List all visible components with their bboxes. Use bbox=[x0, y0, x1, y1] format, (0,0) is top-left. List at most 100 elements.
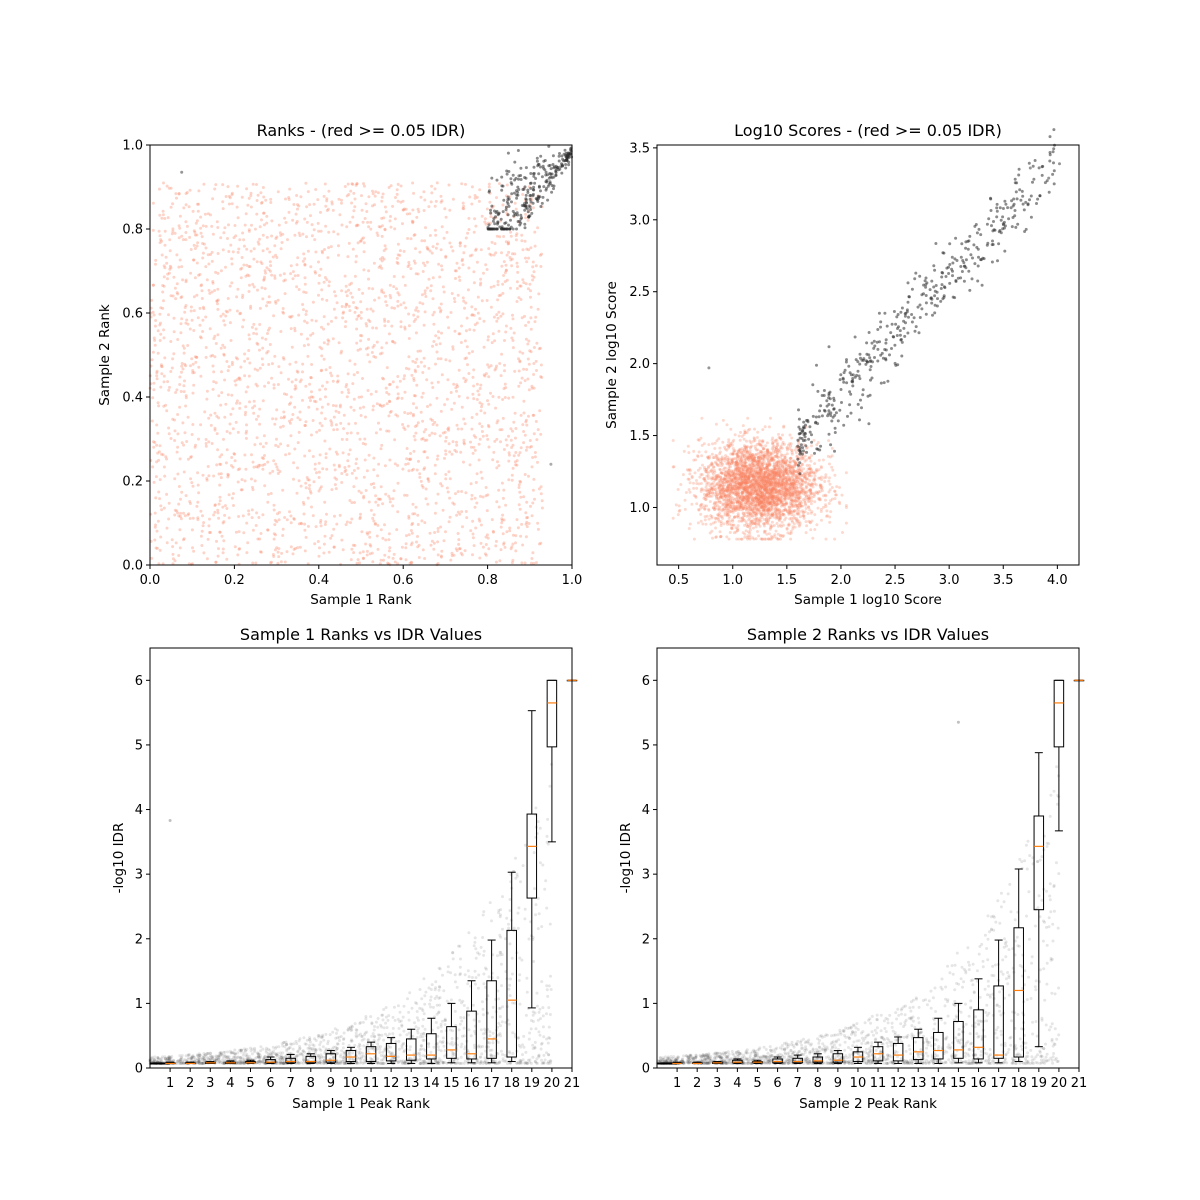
fail-idr-point bbox=[200, 544, 204, 547]
fail-idr-point bbox=[522, 495, 526, 499]
fail-idr-point bbox=[438, 434, 442, 438]
fail-idr-point bbox=[407, 312, 411, 316]
fail-idr-point bbox=[523, 379, 527, 383]
fail-idr-point bbox=[181, 238, 185, 242]
fail-idr-point bbox=[384, 538, 388, 542]
fail-idr-point bbox=[428, 234, 432, 237]
pass-idr-point bbox=[529, 172, 533, 175]
fail-idr-point bbox=[288, 315, 292, 319]
fail-idr-point bbox=[322, 551, 326, 555]
fail-idr-point bbox=[699, 436, 703, 440]
fail-idr-point bbox=[417, 543, 421, 547]
fail-idr-point bbox=[376, 191, 380, 195]
fail-idr-point bbox=[211, 197, 215, 201]
fail-idr-point bbox=[457, 275, 461, 279]
fail-idr-point bbox=[327, 339, 331, 343]
fail-idr-point bbox=[170, 232, 174, 236]
fail-idr-point bbox=[710, 494, 714, 498]
pass-idr-point bbox=[526, 191, 530, 194]
fail-idr-point bbox=[739, 430, 742, 434]
fail-idr-point bbox=[526, 287, 530, 291]
fail-idr-point bbox=[266, 460, 270, 464]
fail-idr-point bbox=[196, 209, 200, 213]
fail-idr-point bbox=[383, 244, 387, 248]
fail-idr-point bbox=[301, 259, 305, 263]
fail-idr-point bbox=[275, 437, 278, 441]
fail-idr-point bbox=[785, 458, 789, 462]
fail-idr-point bbox=[347, 304, 351, 308]
fail-idr-point bbox=[439, 308, 443, 312]
fail-idr-point bbox=[176, 432, 180, 436]
fail-idr-point bbox=[351, 382, 355, 386]
pass-idr-point bbox=[491, 219, 495, 223]
fail-idr-point bbox=[507, 434, 510, 438]
fail-idr-point bbox=[153, 324, 157, 328]
fail-idr-point bbox=[213, 289, 217, 292]
fail-idr-point bbox=[169, 370, 173, 373]
fail-idr-point bbox=[430, 381, 434, 385]
fail-idr-point bbox=[240, 256, 244, 259]
fail-idr-point bbox=[529, 350, 533, 354]
fail-idr-point bbox=[324, 204, 328, 208]
fail-idr-point bbox=[332, 545, 336, 549]
fail-idr-point bbox=[293, 326, 297, 330]
fail-idr-point bbox=[463, 422, 467, 426]
fail-idr-point bbox=[365, 210, 369, 213]
pass-idr-point bbox=[506, 195, 510, 199]
fail-idr-point bbox=[443, 430, 447, 434]
pass-idr-point bbox=[539, 154, 543, 158]
fail-idr-point bbox=[184, 220, 188, 224]
fail-idr-point bbox=[388, 399, 391, 403]
pass-idr-point bbox=[487, 223, 491, 227]
fail-idr-point bbox=[505, 530, 509, 534]
fail-idr-point bbox=[780, 483, 784, 487]
fail-idr-point bbox=[719, 495, 723, 498]
fail-idr-point bbox=[204, 442, 208, 445]
pass-idr-point bbox=[528, 181, 532, 185]
fail-idr-point bbox=[383, 205, 387, 209]
fail-idr-point bbox=[538, 346, 542, 350]
fail-idr-point bbox=[539, 375, 543, 379]
fail-idr-point bbox=[490, 341, 494, 345]
fail-idr-point bbox=[376, 547, 380, 551]
fail-idr-point bbox=[833, 489, 837, 493]
fail-idr-point bbox=[318, 453, 322, 457]
fail-idr-point bbox=[475, 398, 479, 401]
fail-idr-point bbox=[486, 335, 490, 339]
fail-idr-point bbox=[431, 423, 435, 426]
fail-idr-point bbox=[318, 546, 321, 550]
fail-idr-point bbox=[358, 239, 362, 243]
fail-idr-point bbox=[281, 310, 285, 314]
fail-idr-point bbox=[525, 247, 529, 251]
fail-idr-point bbox=[300, 522, 304, 526]
fail-idr-point bbox=[514, 549, 518, 553]
fail-idr-point bbox=[220, 370, 223, 374]
fail-idr-point bbox=[369, 227, 373, 231]
fail-idr-point bbox=[349, 558, 353, 562]
fail-idr-point bbox=[207, 474, 211, 478]
fail-idr-point bbox=[250, 508, 254, 512]
fail-idr-point bbox=[274, 300, 277, 303]
fail-idr-point bbox=[428, 249, 432, 253]
fail-idr-point bbox=[514, 436, 517, 440]
fail-idr-point bbox=[193, 276, 197, 280]
fail-idr-point bbox=[404, 366, 408, 370]
fail-idr-point bbox=[688, 490, 692, 494]
fail-idr-point bbox=[462, 204, 466, 208]
fail-idr-point bbox=[411, 521, 415, 525]
fail-idr-point bbox=[519, 298, 523, 301]
fail-idr-point bbox=[468, 328, 472, 332]
fail-idr-point bbox=[452, 401, 456, 405]
fail-idr-point bbox=[177, 554, 181, 557]
fail-idr-point bbox=[152, 313, 156, 317]
fail-idr-point bbox=[276, 383, 280, 386]
fail-idr-point bbox=[210, 442, 214, 445]
fail-idr-point bbox=[422, 450, 426, 454]
fail-idr-point bbox=[158, 339, 162, 342]
fail-idr-point bbox=[317, 489, 321, 493]
fail-idr-point bbox=[409, 237, 413, 241]
fail-idr-point bbox=[369, 482, 373, 486]
fail-idr-point bbox=[470, 253, 474, 257]
fail-idr-point bbox=[181, 278, 185, 282]
fail-idr-point bbox=[471, 532, 475, 536]
